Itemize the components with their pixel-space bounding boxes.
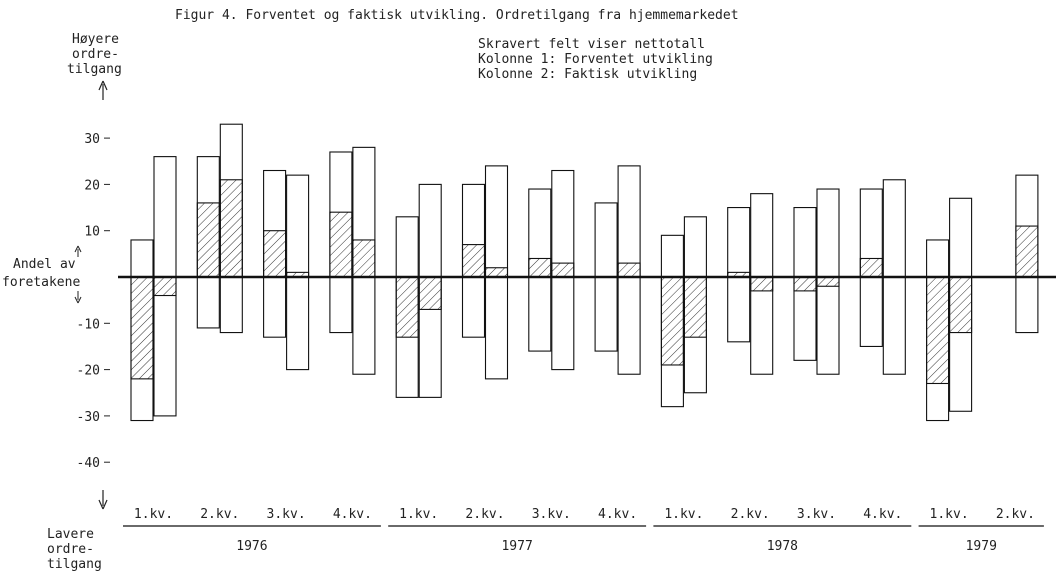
category-label: 4.kv. — [863, 507, 902, 522]
net-col1-q12 — [859, 257, 883, 278]
year-label: 1977 — [501, 539, 532, 554]
net-col2-q14 — [1015, 225, 1039, 278]
net-col1-q2 — [196, 202, 220, 278]
category-label: 3.kv. — [797, 507, 836, 522]
y-tick-label: -30 — [77, 410, 100, 425]
net-col1-q1 — [130, 276, 154, 380]
chart-title: Figur 4. Forventet og faktisk utvikling.… — [175, 8, 739, 23]
category-label: 1.kv. — [930, 507, 969, 522]
y-label-middle-line-2: foretakene — [2, 275, 80, 290]
legend-line-2: Kolonne 1: Forventet utvikling — [478, 52, 713, 67]
y-ticks: 30 20 10 -10 -20 -30 -40 — [77, 132, 110, 471]
net-col2-q5 — [418, 276, 442, 310]
net-col2-q11 — [816, 276, 840, 287]
category-label: 1.kv. — [664, 507, 703, 522]
mid-arrow-down-icon — [74, 296, 82, 304]
y-label-middle-line-1: Andel av — [13, 257, 76, 272]
net-col2-q2 — [219, 179, 243, 278]
category-label: 4.kv. — [333, 507, 372, 522]
net-col2-q7 — [551, 262, 575, 278]
y-label-bottom-line-2: ordre- — [47, 542, 94, 557]
year-label: 1976 — [236, 539, 267, 554]
net-col1-q11 — [793, 276, 817, 292]
net-col1-q7 — [528, 257, 552, 278]
net-col1-q5 — [395, 276, 419, 338]
legend: Skravert felt viser nettotall Kolonne 1:… — [478, 37, 713, 82]
y-tick-label: -40 — [77, 456, 100, 471]
net-col1-q3 — [263, 230, 287, 278]
net-col2-q1 — [153, 276, 177, 297]
mid-arrow-up-icon — [74, 245, 82, 253]
y-tick-label: 10 — [84, 225, 100, 240]
year-label: 1978 — [767, 539, 798, 554]
y-tick-label: 20 — [84, 178, 100, 193]
year-label: 1979 — [966, 539, 997, 554]
category-label: 3.kv. — [267, 507, 306, 522]
net-col2-q4 — [352, 239, 376, 278]
category-label: 2.kv. — [731, 507, 770, 522]
category-label: 2.kv. — [200, 507, 239, 522]
category-label: 2.kv. — [465, 507, 504, 522]
category-label: 1.kv. — [134, 507, 173, 522]
net-col2-q8 — [617, 262, 641, 278]
y-tick-label: -10 — [77, 317, 100, 332]
y-axis-arrow-up-icon — [98, 80, 108, 91]
category-label: 3.kv. — [532, 507, 571, 522]
legend-line-1: Skravert felt viser nettotall — [478, 37, 705, 52]
y-axis-arrows — [74, 80, 108, 510]
y-label-top-line-3: tilgang — [67, 62, 122, 77]
y-tick-label: -20 — [77, 364, 100, 379]
bars — [130, 123, 1039, 422]
category-labels: 1.kv. 2.kv. 3.kv. 4.kv. 1.kv. 2.kv. 3.kv. 4.kv.… — [134, 507, 1035, 522]
legend-line-3: Kolonne 2: Faktisk utvikling — [478, 67, 697, 82]
y-label-bottom-line-3: tilgang — [47, 557, 102, 572]
category-label: 4.kv. — [598, 507, 637, 522]
net-col2-q9 — [683, 276, 707, 338]
net-col2-q10 — [750, 276, 774, 292]
y-label-top-line-1: Høyere — [72, 32, 119, 47]
y-axis-arrow-down-icon — [98, 499, 108, 510]
year-labels: 1976 1977 1978 1979 — [123, 525, 1044, 554]
net-col1-q6 — [461, 244, 486, 278]
y-axis-label-bottom: Lavere ordre- tilgang — [47, 527, 102, 572]
net-col1-q13 — [926, 276, 950, 385]
y-tick-label: 30 — [84, 132, 100, 147]
y-label-bottom-line-1: Lavere — [47, 527, 94, 542]
net-col2-q13 — [949, 276, 973, 334]
net-col2-q6 — [484, 267, 509, 278]
y-label-top-line-2: ordre- — [72, 47, 119, 62]
net-col1-q4 — [329, 211, 353, 278]
y-axis-label-middle: Andel av foretakene — [2, 257, 80, 290]
category-label: 1.kv. — [399, 507, 438, 522]
y-axis-label-top: Høyere ordre- tilgang — [67, 32, 122, 77]
net-col1-q9 — [660, 276, 684, 366]
category-label: 2.kv. — [996, 507, 1035, 522]
